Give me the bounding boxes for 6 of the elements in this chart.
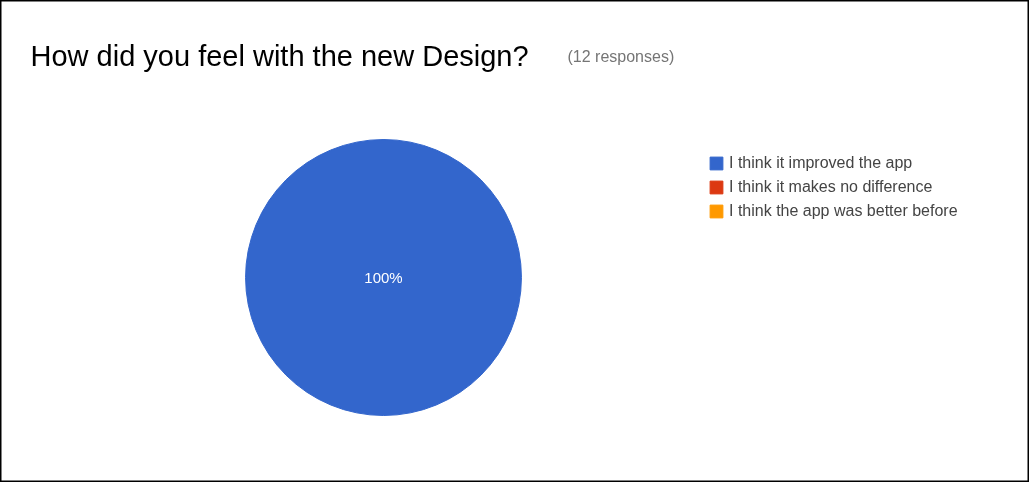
chart-subtitle: (12 responses) xyxy=(567,48,675,65)
legend-label: I think it makes no difference xyxy=(729,178,933,196)
legend-label: I think the app was better before xyxy=(729,202,958,220)
legend-label: I think it improved the app xyxy=(729,154,913,172)
data-label: 100% xyxy=(364,269,403,286)
chart-title: How did you feel with the new Design? xyxy=(30,39,529,72)
